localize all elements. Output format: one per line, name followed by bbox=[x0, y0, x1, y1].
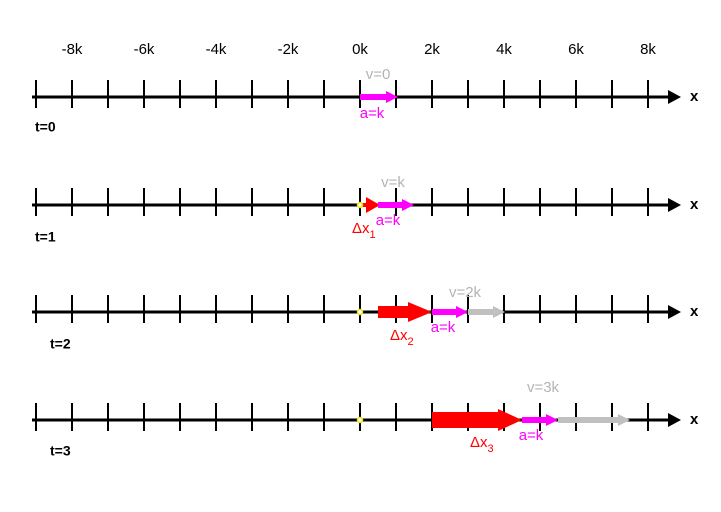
scale-label: 6k bbox=[568, 41, 584, 58]
scale-label: 4k bbox=[496, 41, 512, 58]
origin-dot bbox=[356, 416, 364, 424]
displacement-symbol: Δx bbox=[470, 434, 488, 451]
time-label: t=2 bbox=[50, 336, 71, 352]
axis-arrowhead bbox=[668, 198, 681, 212]
acceleration-label: a=k bbox=[360, 105, 385, 122]
displacement-subscript: 2 bbox=[408, 336, 414, 348]
axis-name: x bbox=[690, 88, 699, 105]
velocity-label: v=0 bbox=[366, 66, 391, 83]
displacement-label: Δx1 bbox=[352, 220, 376, 241]
acceleration-arrow bbox=[360, 91, 398, 103]
acceleration-label: a=k bbox=[431, 319, 456, 336]
displacement-arrow bbox=[432, 409, 522, 431]
scale-label: 2k bbox=[424, 41, 440, 58]
velocity-arrow bbox=[468, 306, 505, 318]
velocity-label: v=k bbox=[381, 174, 405, 191]
axis-name: x bbox=[690, 411, 699, 428]
acceleration-label: a=k bbox=[519, 427, 544, 444]
acceleration-arrow bbox=[432, 306, 468, 318]
displacement-arrow bbox=[378, 302, 432, 322]
displacement-subscript: 3 bbox=[488, 443, 494, 455]
axis-arrowhead bbox=[668, 90, 681, 104]
origin-dot bbox=[356, 201, 364, 209]
displacement-label: Δx3 bbox=[470, 434, 494, 455]
displacement-symbol: Δx bbox=[390, 327, 408, 344]
displacement-label: Δx2 bbox=[390, 327, 414, 348]
axis-arrowhead bbox=[668, 413, 681, 427]
axis-name: x bbox=[690, 303, 699, 320]
scale-label: -4k bbox=[206, 41, 227, 58]
axis-name: x bbox=[690, 196, 699, 213]
scale-label: 0k bbox=[352, 41, 368, 58]
displacement-symbol: Δx bbox=[352, 220, 370, 237]
acceleration-arrow bbox=[522, 414, 558, 426]
velocity-label: v=3k bbox=[527, 379, 560, 396]
scale-label: -8k bbox=[62, 41, 83, 58]
scale-label: 8k bbox=[640, 41, 656, 58]
time-label: t=3 bbox=[50, 443, 71, 459]
velocity-label: v=2k bbox=[449, 284, 482, 301]
scale-label: -6k bbox=[134, 41, 155, 58]
axis-arrowhead bbox=[668, 305, 681, 319]
velocity-arrow bbox=[558, 414, 630, 426]
displacement-arrow bbox=[360, 197, 380, 213]
acceleration-arrow bbox=[378, 199, 414, 211]
acceleration-label: a=k bbox=[376, 212, 401, 229]
origin-dot bbox=[356, 308, 364, 316]
scale-label: -2k bbox=[278, 41, 299, 58]
time-label: t=1 bbox=[35, 229, 56, 245]
displacement-subscript: 1 bbox=[370, 229, 376, 241]
time-label: t=0 bbox=[35, 119, 56, 135]
